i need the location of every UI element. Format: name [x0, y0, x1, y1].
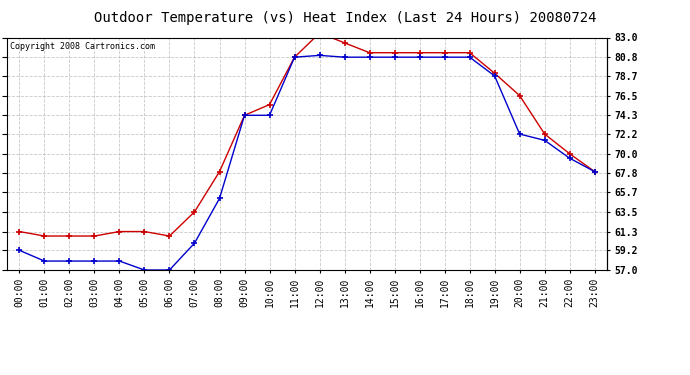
Text: Outdoor Temperature (vs) Heat Index (Last 24 Hours) 20080724: Outdoor Temperature (vs) Heat Index (Las… [94, 11, 596, 25]
Text: Copyright 2008 Cartronics.com: Copyright 2008 Cartronics.com [10, 42, 155, 51]
